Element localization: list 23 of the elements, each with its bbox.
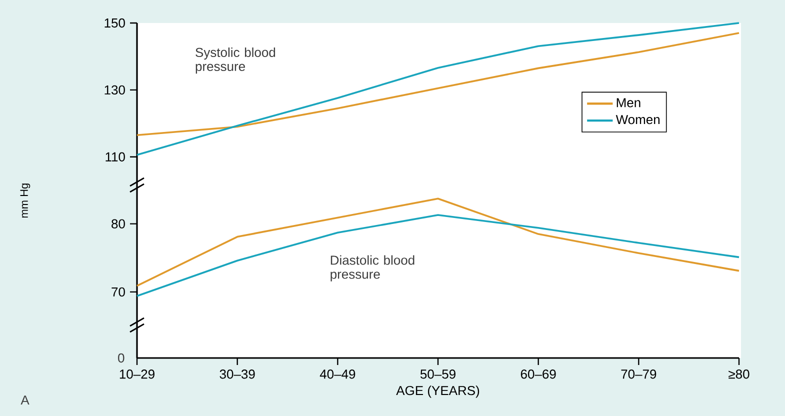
x-tick-label: 70–79 <box>621 370 656 379</box>
line-series <box>136 214 740 297</box>
line-series <box>136 32 740 136</box>
y-axis-title: mm Hg <box>20 184 30 218</box>
y-tick-label: 70 <box>112 287 125 297</box>
x-tick-label: ≥80 <box>728 370 750 379</box>
x-tick-label: 30–39 <box>220 370 255 379</box>
annotation: Diastolic blood pressure <box>330 255 414 282</box>
x-tick-label: 60–69 <box>520 370 556 379</box>
x-axis-title: AGE (YEARS) <box>396 386 480 398</box>
y-tick-label: 110 <box>106 152 125 162</box>
x-tick-label: 10–29 <box>120 370 154 379</box>
line-series <box>136 22 740 156</box>
y-tick-label: 80 <box>112 219 125 228</box>
x-tick-label: 50–59 <box>420 370 456 379</box>
legend-label: Men <box>616 98 640 108</box>
text: 0 <box>118 353 124 363</box>
annotation: Systolic blood pressure <box>196 47 276 74</box>
y-tick-label: 130 <box>104 85 125 95</box>
text: A <box>20 396 30 405</box>
y-tick-label: 150 <box>104 18 125 28</box>
legend-label: Women <box>616 115 660 124</box>
x-tick-label: 40–49 <box>320 370 356 379</box>
